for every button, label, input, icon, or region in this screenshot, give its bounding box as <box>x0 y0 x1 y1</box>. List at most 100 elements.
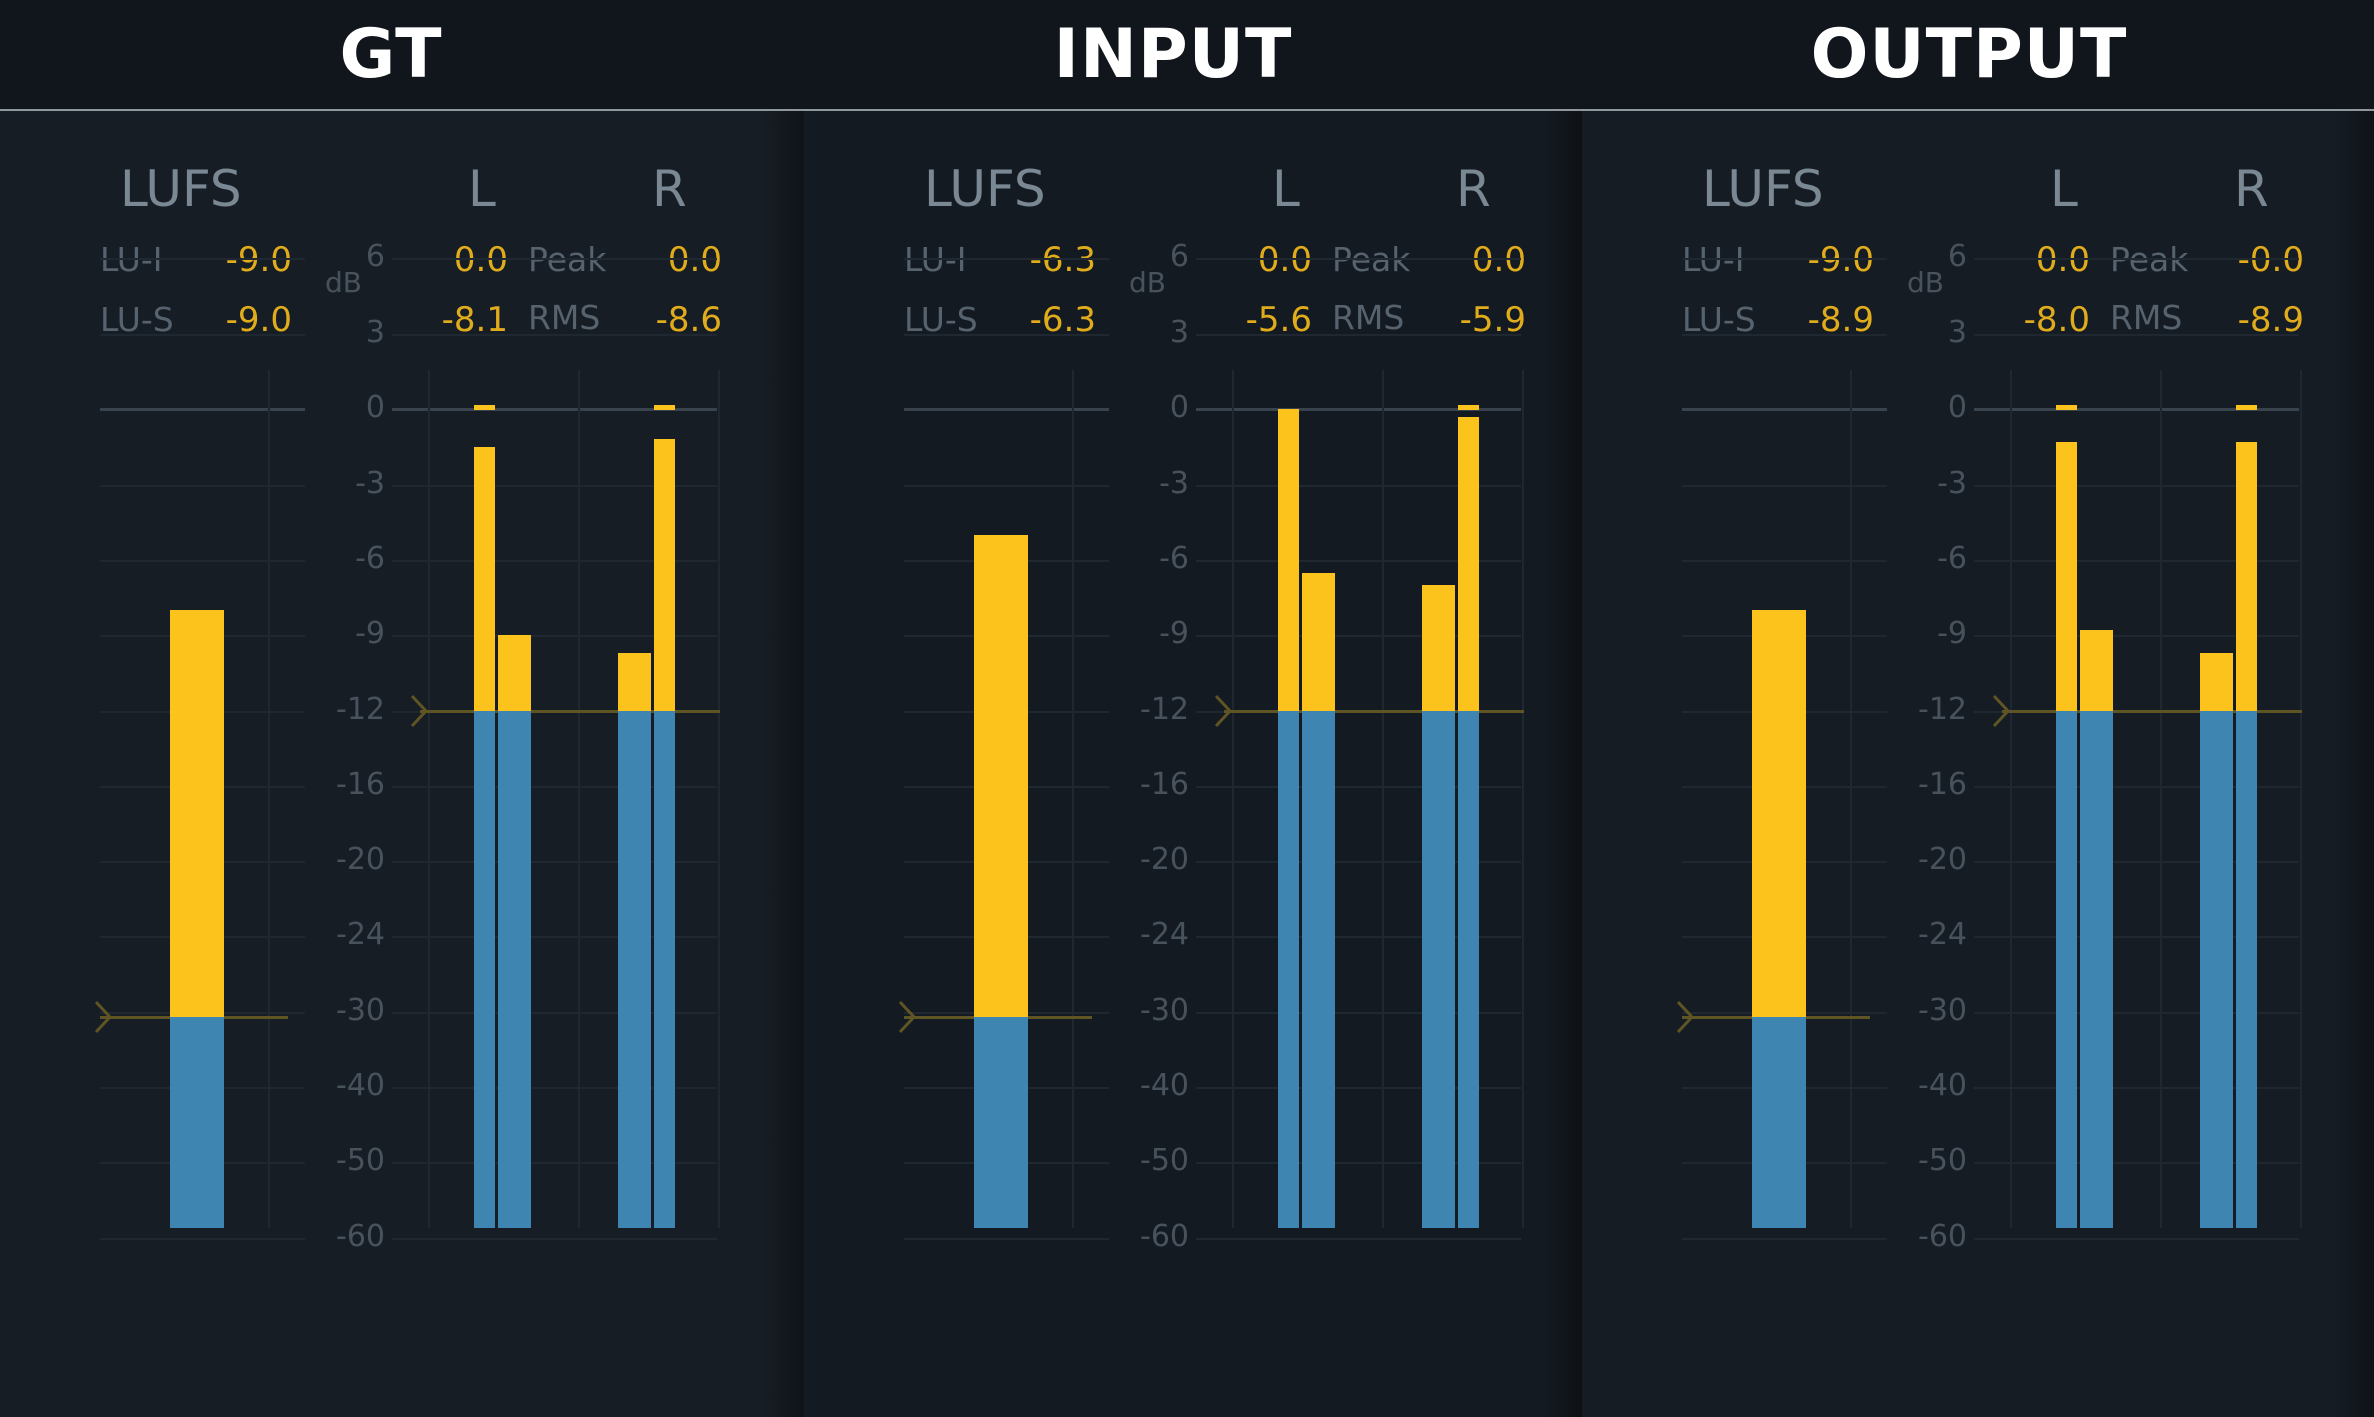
grid-line <box>904 258 1109 260</box>
db-tick-label: -20 <box>1140 842 1189 877</box>
grid-line <box>1196 635 1521 637</box>
left-channel-label: L <box>468 160 496 218</box>
bar-loud-segment <box>2056 441 2077 711</box>
target-line-channels <box>2002 710 2302 713</box>
bar-quiet-segment <box>2056 710 2077 1228</box>
grid-line-vertical <box>1232 370 1234 1228</box>
db-tick-label: -24 <box>1918 917 1967 952</box>
header-bar: GT INPUT OUTPUT <box>0 0 2374 111</box>
db-tick-label: -24 <box>336 917 385 952</box>
db-tick-label: -30 <box>1140 993 1189 1028</box>
db-tick-label: -50 <box>336 1143 385 1178</box>
grid-line <box>1974 936 2299 938</box>
left-peak-bar <box>2056 441 2077 1228</box>
bar-loud-segment <box>474 447 495 711</box>
lufs-label: LUFS <box>120 160 242 218</box>
db-tick-label: -16 <box>1140 767 1189 802</box>
right-peak-value: 0.0 <box>1471 240 1526 280</box>
bar-loud-segment <box>170 610 224 1017</box>
bar-quiet-segment <box>498 711 531 1228</box>
lufs-label: LUFS <box>924 160 1046 218</box>
db-tick-label: -50 <box>1140 1143 1189 1178</box>
grid-line <box>1682 560 1887 562</box>
bar-loud-segment <box>2236 441 2257 711</box>
grid-line <box>1974 1162 2299 1164</box>
db-tick-label: -3 <box>355 466 385 501</box>
db-tick-label: 6 <box>365 239 385 274</box>
right-peak-bar <box>654 439 675 1228</box>
db-tick-label: -20 <box>336 842 385 877</box>
lufs-bar <box>974 535 1028 1228</box>
target-line-channels <box>1224 710 1524 713</box>
grid-line-vertical <box>1522 370 1524 1228</box>
db-unit-label: dB <box>1907 266 1944 299</box>
meter-panel-input: LUFS L R LU-I LU-S Peak RMS dB -6.3 -6.3 0.0 0.0 -5.… <box>804 111 1582 1417</box>
left-rms-value: -5.6 <box>1245 300 1312 340</box>
grid-line <box>904 1238 1109 1240</box>
left-rms-value: -8.0 <box>2023 300 2090 340</box>
db-tick-label: -24 <box>1140 917 1189 952</box>
grid-line <box>1196 786 1521 788</box>
bar-loud-segment <box>1752 610 1806 1017</box>
db-tick-label: -30 <box>336 993 385 1028</box>
right-rms-value: -8.6 <box>655 300 722 340</box>
right-peak-bar <box>2236 441 2257 1228</box>
db-tick-label: -16 <box>1918 767 1967 802</box>
rms-label: RMS <box>2110 298 2183 337</box>
bar-quiet-segment <box>1422 711 1455 1228</box>
bar-quiet-segment <box>2200 710 2233 1228</box>
meter-panel-gt: LUFS L R LU-I LU-S Peak RMS dB -9.0 -9.0 0.0 0.0 -8.… <box>0 111 804 1417</box>
bar-quiet-segment <box>654 710 675 1228</box>
grid-line <box>1682 485 1887 487</box>
grid-line <box>1974 1238 2299 1240</box>
bar-quiet-segment <box>974 1017 1028 1228</box>
grid-line-vertical <box>578 370 580 1228</box>
grid-line <box>392 485 717 487</box>
bar-loud-segment <box>1458 416 1479 711</box>
bar-loud-segment <box>974 535 1028 1017</box>
db-tick-label: -60 <box>1918 1219 1967 1254</box>
lu-i-value: -9.0 <box>225 240 292 280</box>
grid-line <box>1196 861 1521 863</box>
db-tick-label: -3 <box>1937 466 1967 501</box>
grid-line <box>1196 334 1521 336</box>
right-peak-hold <box>2236 405 2257 410</box>
right-rms-value: -8.9 <box>2237 300 2304 340</box>
grid-line-vertical <box>1072 370 1074 1228</box>
grid-line-vertical <box>2300 370 2302 1228</box>
bar-quiet-segment <box>1458 710 1479 1228</box>
zero-db-line-channels <box>392 408 717 411</box>
grid-line <box>100 258 305 260</box>
grid-line <box>904 485 1109 487</box>
db-unit-label: dB <box>1129 266 1166 299</box>
grid-line <box>392 334 717 336</box>
lufs-bar <box>170 610 224 1228</box>
grid-line <box>392 786 717 788</box>
right-peak-value: 0.0 <box>667 240 722 280</box>
db-tick-label: -12 <box>336 692 385 727</box>
db-tick-label: -20 <box>1918 842 1967 877</box>
db-tick-label: -40 <box>1140 1068 1189 1103</box>
grid-line <box>1196 1012 1521 1014</box>
grid-line <box>1682 334 1887 336</box>
panel-shade <box>1542 111 1582 1417</box>
right-peak-hold <box>654 405 675 410</box>
grid-line-vertical <box>1850 370 1852 1228</box>
grid-line <box>1682 258 1887 260</box>
db-tick-label: -12 <box>1140 692 1189 727</box>
db-tick-label: -9 <box>355 616 385 651</box>
bar-loud-segment <box>1422 585 1455 711</box>
left-rms-bar <box>1302 572 1335 1228</box>
lufs-bar <box>1752 610 1806 1228</box>
bar-quiet-segment <box>2236 710 2257 1228</box>
bar-loud-segment <box>1278 409 1299 711</box>
right-rms-bar <box>2200 652 2233 1228</box>
title-input: INPUT <box>1053 15 1293 94</box>
left-peak-hold <box>474 405 495 410</box>
db-tick-label: 0 <box>1947 390 1967 425</box>
grid-line <box>392 635 717 637</box>
grid-line <box>1196 1087 1521 1089</box>
db-tick-label: -40 <box>336 1068 385 1103</box>
left-peak-hold <box>2056 405 2077 410</box>
right-channel-label: R <box>1456 160 1491 218</box>
